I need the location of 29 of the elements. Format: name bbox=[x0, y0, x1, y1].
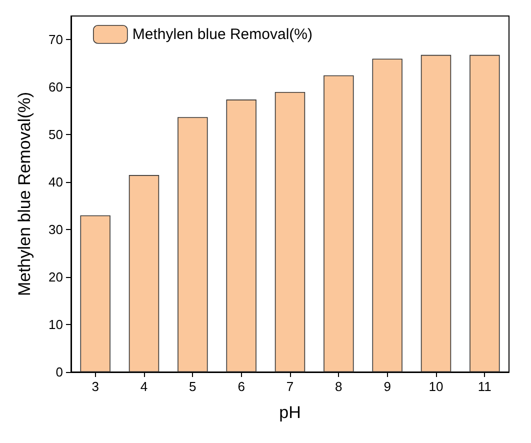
bar bbox=[80, 215, 110, 372]
x-tick-label: 11 bbox=[478, 379, 492, 394]
y-tick-label: 10 bbox=[48, 317, 63, 332]
x-tick-label: 8 bbox=[335, 379, 342, 394]
bar bbox=[470, 54, 500, 372]
bar bbox=[226, 100, 256, 372]
y-axis-title: Methylen blue Removal(%) bbox=[15, 92, 34, 296]
x-tick-label: 3 bbox=[92, 379, 99, 394]
x-tick-label: 5 bbox=[189, 379, 196, 394]
bar bbox=[178, 117, 208, 372]
y-tick-label: 0 bbox=[56, 364, 63, 380]
x-tick-label: 7 bbox=[286, 379, 294, 394]
bar bbox=[324, 75, 354, 372]
x-axis-title: pH bbox=[279, 403, 301, 422]
y-tick-label: 40 bbox=[48, 174, 63, 190]
x-tick-label: 6 bbox=[238, 379, 245, 394]
y-tick-label: 20 bbox=[48, 270, 63, 285]
bar bbox=[274, 92, 306, 372]
y-tick-label: 70 bbox=[48, 32, 63, 48]
bar bbox=[128, 175, 160, 372]
x-tick-label: 4 bbox=[140, 379, 148, 394]
bar bbox=[372, 58, 402, 372]
y-tick-label: 30 bbox=[48, 222, 63, 238]
legend-label: Methylen blue Removal(%) bbox=[132, 26, 312, 43]
y-tick-label: 50 bbox=[48, 127, 63, 142]
x-tick-label: 10 bbox=[428, 379, 444, 394]
x-tick-label: 9 bbox=[384, 379, 391, 394]
bar bbox=[420, 54, 452, 372]
y-tick-label: 60 bbox=[48, 80, 63, 95]
